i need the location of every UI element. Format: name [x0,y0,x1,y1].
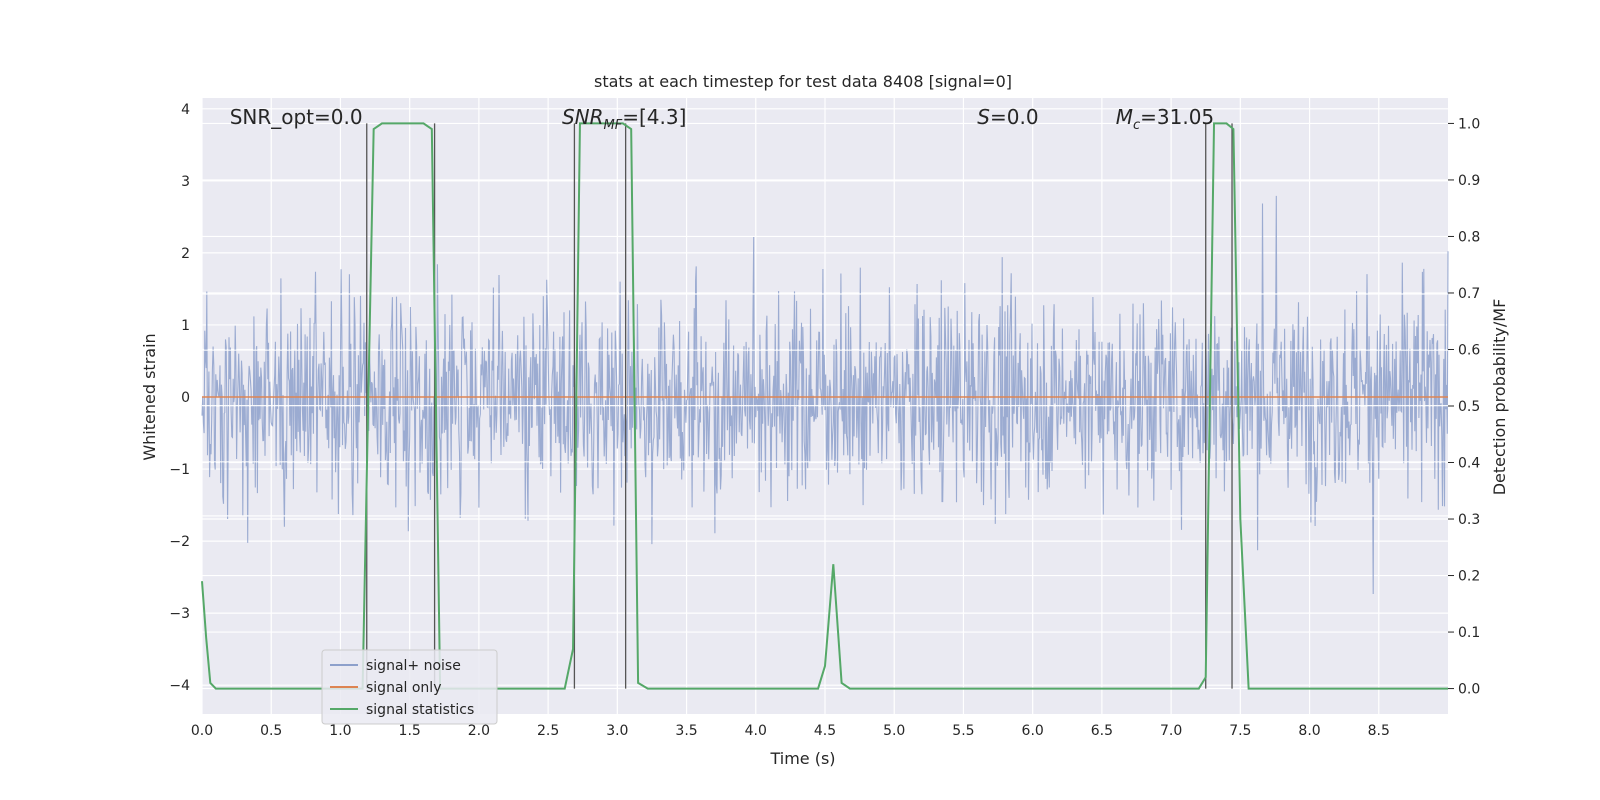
y2-tick-label: 0.7 [1458,286,1480,302]
legend-label: signal only [366,680,441,696]
annotation-main: S [977,105,990,129]
legend-label: signal+ noise [366,658,461,674]
y-tick-label: −3 [169,606,190,622]
legend-box [321,649,498,725]
x-tick-label: 1.0 [329,723,351,739]
y-tick-label: 1 [181,318,190,334]
annotation-sub: MF [604,118,623,133]
y2-tick-label: 0.2 [1458,569,1480,585]
annotation-label: S=0.0 [977,105,1038,129]
x-tick-label: 4.5 [814,723,836,739]
plot-area [201,98,1449,714]
x-tick-label: 5.0 [883,723,905,739]
y2-tick-label: 0.9 [1458,173,1480,189]
y2-axis-label: Detection probability/MF [1490,299,1509,496]
y2-tick-label: 0.1 [1458,625,1480,641]
y2-tick-label: 1.0 [1458,116,1480,132]
y2-tick-label: 0.5 [1458,399,1480,415]
x-axis-label: Time (s) [769,749,835,768]
x-tick-label: 7.0 [1160,723,1182,739]
y-tick-label: −2 [169,534,190,550]
y2-tick-label: 0.3 [1458,512,1480,528]
x-tick-label: 0.0 [191,723,213,739]
annotation-label: Mc=31.05 [1116,105,1214,133]
y-tick-label: 3 [181,174,190,190]
annotation-main: SNR [562,105,604,129]
chart-title: stats at each timestep for test data 840… [594,72,1012,91]
series-line-signal-statistics [201,122,1448,690]
x-tick-label: 4.0 [745,723,767,739]
y2-tick-label: 0.4 [1458,456,1480,472]
y-tick-label: 4 [181,102,190,118]
x-tick-label: 6.0 [1022,723,1044,739]
y-axis-label: Whitened strain [140,333,159,460]
x-tick-label: 3.0 [606,723,628,739]
y2-tick-label: 0.0 [1458,682,1480,698]
y-tick-label: −1 [169,462,190,478]
annotation-label: SNRMF=[4.3] [562,105,686,133]
annotation-rest: =[4.3] [622,105,686,129]
x-tick-label: 8.5 [1368,723,1390,739]
annotation-rest: =31.05 [1140,105,1214,129]
annotation-sub: c [1133,118,1140,133]
x-tick-label: 8.0 [1298,723,1320,739]
x-tick-label: 2.5 [537,723,559,739]
x-tick-label: 0.5 [260,723,282,739]
annotation-rest: =0.0 [990,105,1039,129]
annotation-main: M [1116,105,1133,129]
x-tick-label: 5.5 [952,723,974,739]
y2-tick-label: 0.6 [1458,342,1480,358]
x-tick-label: 2.0 [468,723,490,739]
x-tick-label: 6.5 [1091,723,1113,739]
x-tick-label: 7.5 [1229,723,1251,739]
y2-tick-label: 0.8 [1458,229,1480,245]
legend-label: signal statistics [366,702,474,718]
x-tick-label: 1.5 [399,723,421,739]
y-tick-label: 0 [181,390,190,406]
y-tick-label: 2 [181,246,190,262]
x-tick-label: 3.5 [675,723,697,739]
annotation-label: SNR_opt=0.0 [230,105,363,129]
y-tick-label: −4 [169,678,190,694]
series-line-signal-noise [201,195,1449,595]
